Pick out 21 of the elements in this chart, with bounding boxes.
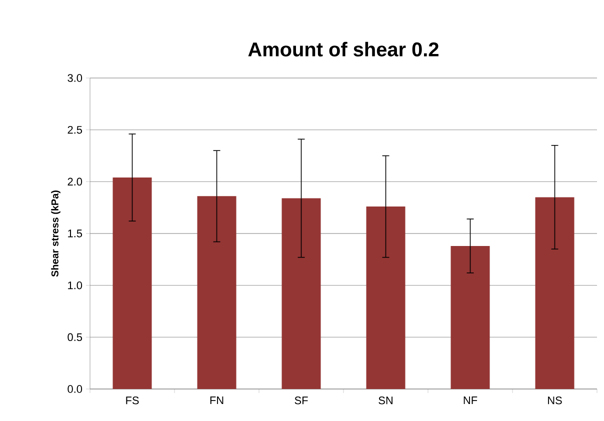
chart-title: Amount of shear 0.2 bbox=[248, 42, 438, 56]
x-tick-label: FS bbox=[126, 396, 139, 404]
x-tick-label: FN bbox=[210, 396, 224, 404]
x-tick-label: NS bbox=[548, 396, 562, 404]
bar bbox=[450, 246, 490, 389]
y-tick-label: 2.5 bbox=[68, 126, 82, 134]
bar bbox=[197, 196, 236, 389]
bar bbox=[366, 206, 406, 389]
x-tick-label: SN bbox=[378, 396, 392, 404]
bar bbox=[535, 197, 574, 389]
bar bbox=[282, 198, 321, 389]
y-tick-label: 0.0 bbox=[68, 385, 82, 393]
y-axis-title: Shear stress (kPa) bbox=[51, 190, 60, 277]
bar bbox=[112, 178, 152, 389]
x-tick-label: SF bbox=[294, 396, 308, 404]
x-tick-label: NF bbox=[464, 396, 478, 404]
y-tick-label: 3.0 bbox=[68, 74, 82, 82]
y-tick-label: 0.5 bbox=[68, 333, 82, 342]
y-tick-label: 1.0 bbox=[68, 281, 82, 290]
y-tick-label: 2.0 bbox=[68, 178, 82, 186]
y-tick-label: 1.5 bbox=[68, 230, 82, 238]
